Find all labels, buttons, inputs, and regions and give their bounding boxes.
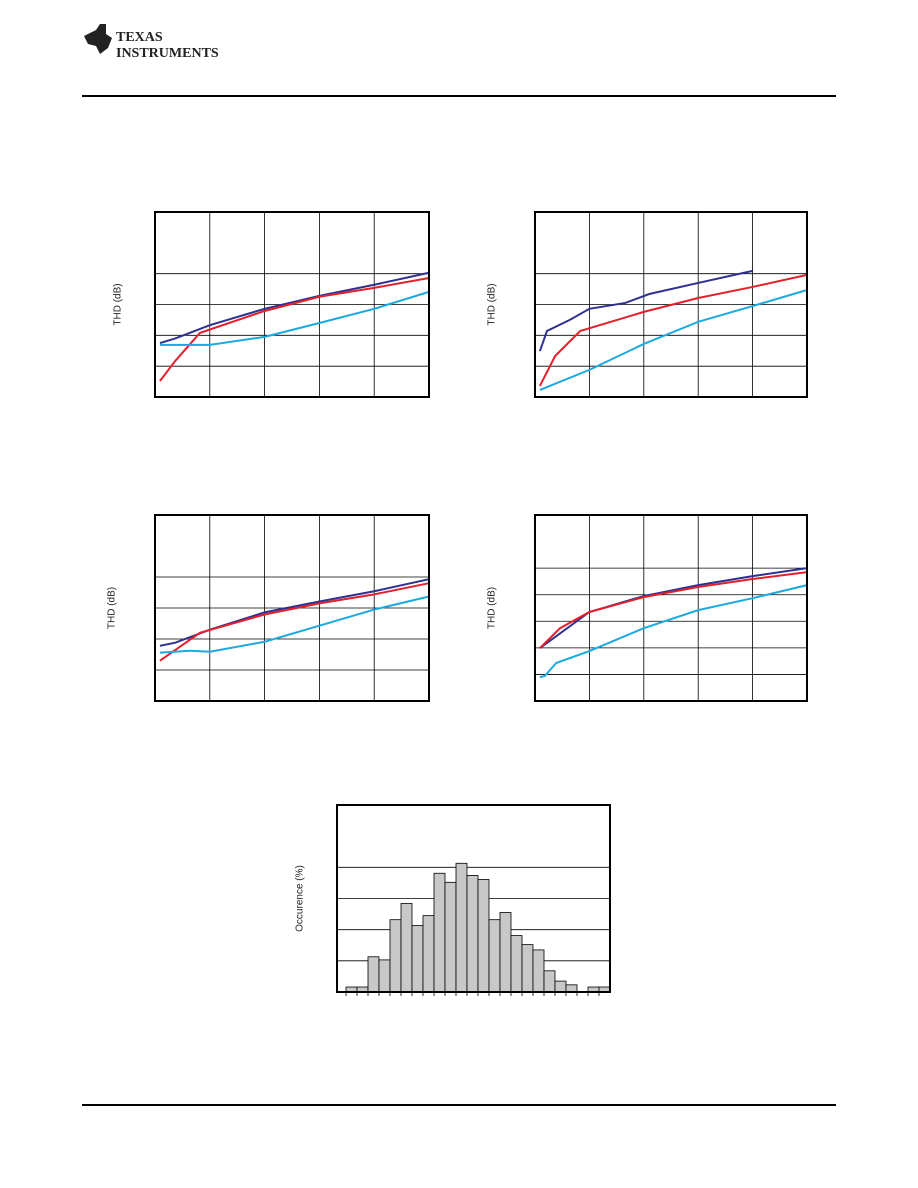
plot-frame — [154, 211, 430, 398]
y-axis-label: THD (dB) — [113, 283, 124, 325]
data-line — [159, 290, 430, 346]
bar — [521, 944, 534, 993]
data-line — [539, 289, 808, 391]
data-line — [159, 578, 430, 647]
logo-text: INSTRUMENTS — [116, 46, 219, 61]
data-line — [159, 276, 430, 382]
data-line — [539, 571, 808, 649]
bar — [444, 881, 457, 993]
plot-frame — [336, 804, 611, 993]
bar — [543, 970, 556, 993]
bar — [565, 984, 578, 993]
bar — [532, 949, 545, 993]
data-line — [539, 273, 808, 387]
data-line — [539, 584, 808, 679]
data-line — [538, 269, 753, 352]
data-line — [159, 271, 430, 344]
bar — [455, 862, 468, 993]
logo-mark — [84, 24, 112, 54]
bar — [422, 915, 435, 993]
data-line — [539, 567, 808, 649]
logo-text: TEXAS — [116, 30, 163, 45]
bar — [488, 919, 501, 993]
bar — [433, 872, 446, 993]
plot-frame — [534, 514, 808, 702]
y-axis-label: THD (dB) — [107, 587, 118, 629]
data-line — [159, 582, 430, 662]
bar — [466, 875, 479, 993]
bar — [389, 919, 402, 993]
y-axis-label: THD (dB) — [487, 283, 498, 325]
plot-frame — [534, 211, 808, 398]
data-line — [159, 595, 430, 654]
bar — [378, 959, 391, 993]
plot-frame — [154, 514, 430, 702]
y-axis-label: THD (dB) — [487, 587, 498, 629]
bar — [411, 925, 424, 993]
bar — [554, 980, 567, 993]
y-axis-label: Occurence (%) — [295, 865, 306, 932]
bar — [510, 935, 523, 993]
bar — [499, 912, 512, 993]
bar — [367, 956, 380, 993]
ti-logo: TEXAS INSTRUMENTS — [84, 24, 219, 61]
bar — [400, 903, 413, 993]
bar — [477, 879, 490, 993]
